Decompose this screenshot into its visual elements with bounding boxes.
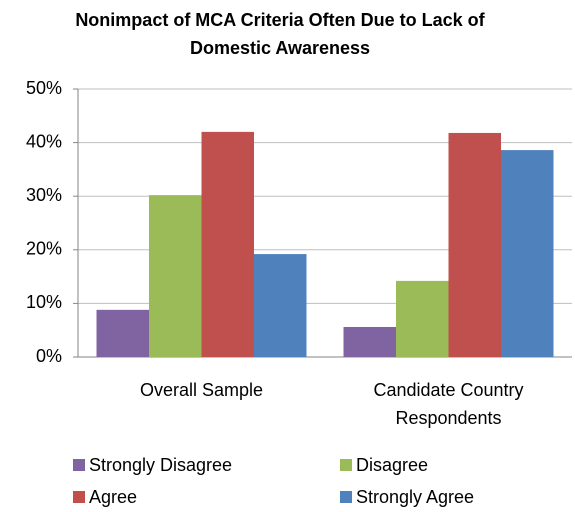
bar [396,280,449,357]
y-tick-label: 10% [26,292,62,312]
bar [254,254,307,357]
bar [501,150,554,357]
legend-label: Agree [89,487,137,507]
bar [343,326,396,357]
y-tick-label: 0% [36,346,62,366]
bar [149,195,202,357]
legend-swatch [340,459,352,471]
y-tick-label: 30% [26,185,62,205]
y-tick-label: 50% [26,78,62,98]
legend-swatch [340,491,352,503]
x-tick-label: Candidate Country Respondents [373,380,524,428]
legend-label: Strongly Disagree [89,455,232,475]
y-tick-label: 20% [26,239,62,259]
bar [96,309,149,357]
x-tick-label: Overall Sample [139,380,264,400]
bar [201,131,254,357]
chart-title: Nonimpact of MCA Criteria Often Due to L… [75,10,485,58]
bar [448,132,501,357]
legend-swatch [73,491,85,503]
legend-label: Strongly Agree [356,487,474,507]
y-tick-label: 40% [26,131,62,151]
legend-label: Disagree [356,455,428,475]
legend-swatch [73,459,85,471]
